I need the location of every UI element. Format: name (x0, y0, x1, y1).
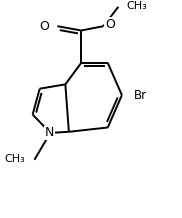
Text: O: O (105, 17, 115, 31)
Text: Br: Br (134, 89, 147, 102)
Text: CH₃: CH₃ (4, 154, 25, 164)
Text: O: O (39, 20, 50, 33)
Text: CH₃: CH₃ (126, 1, 147, 11)
Text: N: N (45, 126, 54, 139)
